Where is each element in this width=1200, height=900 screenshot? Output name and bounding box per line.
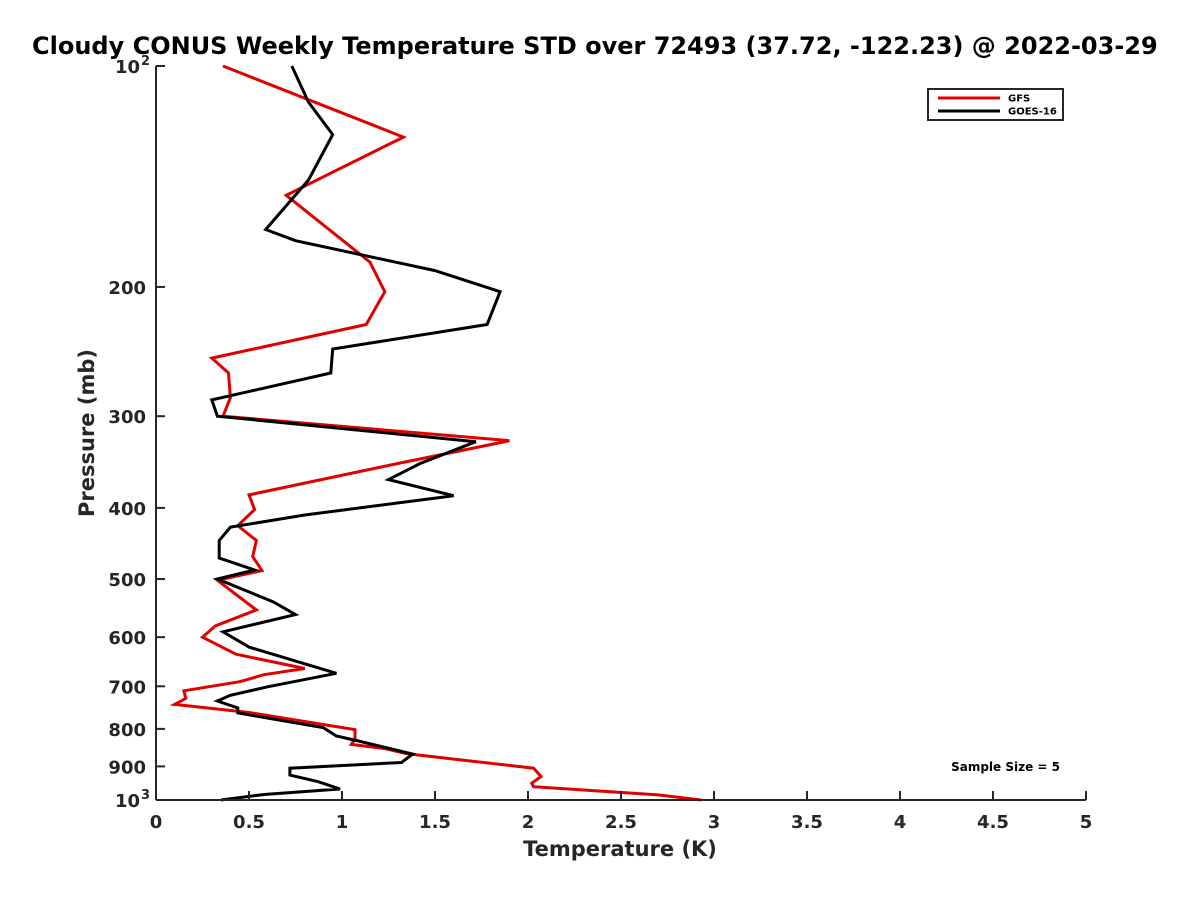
series-line-goes-16 bbox=[209, 65, 503, 802]
y-tick-label: 900 bbox=[108, 757, 146, 778]
x-tick-label: 4 bbox=[894, 812, 907, 833]
y-tick-exponent: 3 bbox=[141, 788, 150, 803]
ticks-layer: 0 0.5 1 1.5 2 2.5 3 3.5 4 4.5 510 22003004005006007… bbox=[108, 54, 1092, 833]
x-tick-label: 4.5 bbox=[977, 812, 1009, 833]
legend-label: GOES-16 bbox=[1008, 107, 1057, 118]
x-tick-label: 5 bbox=[1080, 812, 1093, 833]
x-tick-label: 0.5 bbox=[233, 812, 265, 833]
legend-label: GFS bbox=[1008, 94, 1030, 105]
y-axis-label: Pressure (mb) bbox=[75, 349, 99, 517]
x-tick-label: 0 bbox=[150, 812, 163, 833]
x-tick-label: 2 bbox=[522, 812, 535, 833]
legend: GFS GOES-16 bbox=[927, 88, 1064, 121]
x-tick-label: 1 bbox=[336, 812, 349, 833]
y-tick-label: 700 bbox=[108, 677, 146, 698]
axes-layer bbox=[155, 66, 1086, 801]
x-tick-label: 2.5 bbox=[605, 812, 637, 833]
y-tick-label: 800 bbox=[108, 720, 146, 741]
series-layer bbox=[169, 64, 702, 802]
y-tick-label: 600 bbox=[108, 628, 146, 649]
y-tick-label: 300 bbox=[108, 407, 146, 428]
x-tick-label: 1.5 bbox=[419, 812, 451, 833]
y-tick-exponent: 2 bbox=[141, 54, 150, 69]
legend-box bbox=[927, 88, 1064, 121]
sample-size-note: Sample Size = 5 bbox=[951, 760, 1060, 774]
y-tick-label: 10 bbox=[115, 791, 140, 812]
y-tick-label: 10 bbox=[115, 57, 140, 78]
x-axis-label: Temperature (K) bbox=[523, 837, 717, 861]
y-tick-label: 400 bbox=[108, 499, 146, 520]
x-tick-label: 3.5 bbox=[791, 812, 823, 833]
y-tick-label: 200 bbox=[108, 278, 146, 299]
x-tick-label: 3 bbox=[708, 812, 721, 833]
chart-title: Cloudy CONUS Weekly Temperature STD over… bbox=[32, 32, 1158, 60]
y-tick-label: 500 bbox=[108, 570, 146, 591]
